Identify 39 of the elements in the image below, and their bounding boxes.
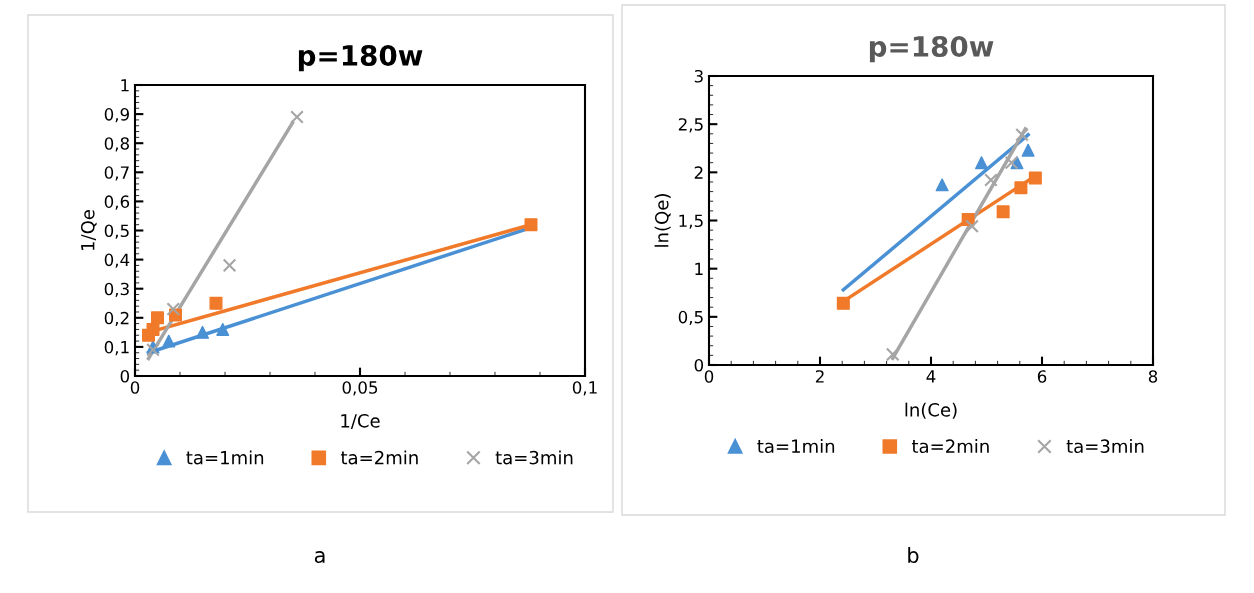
text: a: [314, 551, 325, 564]
y-tick-label: 1,5: [679, 214, 703, 229]
x-axis-title: ln(Ce): [905, 402, 957, 419]
legend-label: ta=3min: [495, 450, 573, 465]
x-tick-label: 0: [130, 381, 140, 394]
y-tick-label: 0,9: [104, 108, 129, 123]
y-tick-label: 0,2: [104, 311, 129, 327]
y-tick-label: 0,8: [104, 137, 129, 152]
y-tick-label: 0,5: [678, 310, 703, 326]
chart-title: p=180w: [869, 35, 994, 63]
x-axis-title: 1/Ce: [341, 413, 380, 430]
x-tick-label: 2: [815, 370, 824, 383]
y-tick-label: 1: [695, 262, 703, 275]
x-tick-label: 4: [926, 370, 936, 383]
y-tick-label: 0,1: [104, 340, 129, 356]
y-tick-label: 3: [694, 69, 703, 83]
y-axis-title: ln(Qe): [654, 194, 671, 247]
legend-label: ta=2min: [340, 450, 418, 465]
y-tick-label: 0,6: [104, 195, 130, 210]
x-tick-label: 0,1: [572, 381, 597, 396]
y-axis-title: 1/Qe: [80, 210, 97, 250]
y-tick-label: 0,4: [104, 253, 130, 268]
y-tick-label: 2,5: [678, 118, 703, 133]
y-tick-label: 2: [694, 166, 703, 179]
y-tick-label: 0,5: [104, 224, 129, 239]
legend-label: ta=1min: [186, 450, 264, 465]
y-tick-label: 0: [694, 358, 704, 372]
legend-label: ta=2min: [911, 439, 989, 454]
x-tick-label: 8: [1148, 370, 1158, 383]
y-tick-label: 0,7: [104, 166, 129, 181]
x-tick-label: 0,05: [342, 381, 378, 396]
legend-label: ta=1min: [757, 439, 835, 454]
x-tick-label: 6: [1037, 370, 1047, 383]
legend-label: ta=3min: [1066, 439, 1144, 454]
y-tick-label: 0,3: [104, 282, 129, 297]
chart-title: p=180w: [298, 44, 423, 72]
y-tick-label: 1: [121, 79, 129, 92]
text: b: [908, 546, 919, 564]
x-tick-label: 0: [704, 370, 714, 383]
